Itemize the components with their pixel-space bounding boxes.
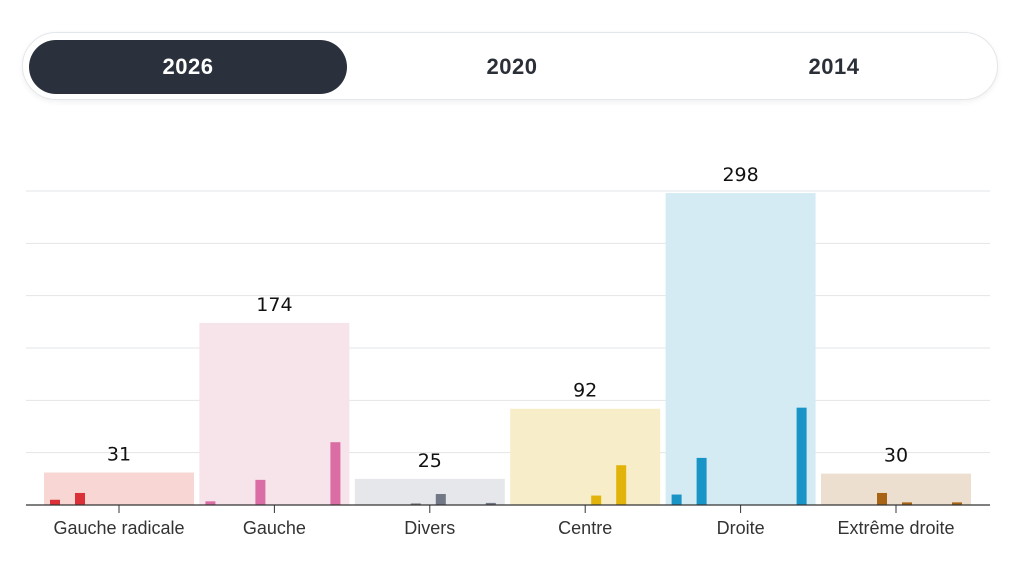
value-label: 92	[573, 380, 597, 402]
value-label: 298	[722, 164, 758, 186]
value-label: 174	[256, 294, 292, 316]
tab-2020[interactable]: 2020	[486, 54, 538, 79]
mini-bar	[877, 492, 887, 505]
bar-4	[665, 193, 816, 506]
tab-2014[interactable]: 2014	[808, 54, 860, 79]
mini-bar	[435, 494, 446, 505]
category-label: Gauche radicale	[53, 518, 184, 538]
category-label: Extrême droite	[837, 518, 954, 538]
mini-bar	[591, 495, 602, 505]
category-label: Droite	[717, 518, 765, 538]
mini-bar	[75, 492, 85, 505]
value-label: 30	[884, 445, 908, 467]
year-tab-bar: 2026 2020 2014	[22, 32, 998, 100]
mini-bar	[330, 442, 341, 505]
mini-bar	[952, 502, 962, 505]
bar-1	[199, 322, 350, 505]
bar-5	[821, 473, 971, 505]
mini-bar	[671, 494, 682, 505]
bar-2	[354, 478, 505, 505]
mini-bar	[616, 465, 627, 505]
mini-bar	[410, 503, 421, 505]
mini-bar	[50, 499, 60, 505]
mini-bar	[255, 479, 266, 505]
mini-bar	[796, 407, 807, 505]
mini-bar	[205, 501, 216, 505]
category-label: Divers	[404, 518, 455, 538]
bar-0	[44, 472, 194, 505]
mini-bar	[696, 457, 707, 505]
tab-2026[interactable]: 2026	[29, 40, 347, 94]
category-label: Centre	[558, 518, 612, 538]
mini-bar	[902, 502, 912, 505]
value-label: 25	[418, 450, 442, 472]
bar-3	[510, 408, 661, 505]
mini-bar	[485, 502, 496, 505]
category-label: Gauche	[243, 518, 306, 538]
value-label: 31	[107, 444, 131, 466]
